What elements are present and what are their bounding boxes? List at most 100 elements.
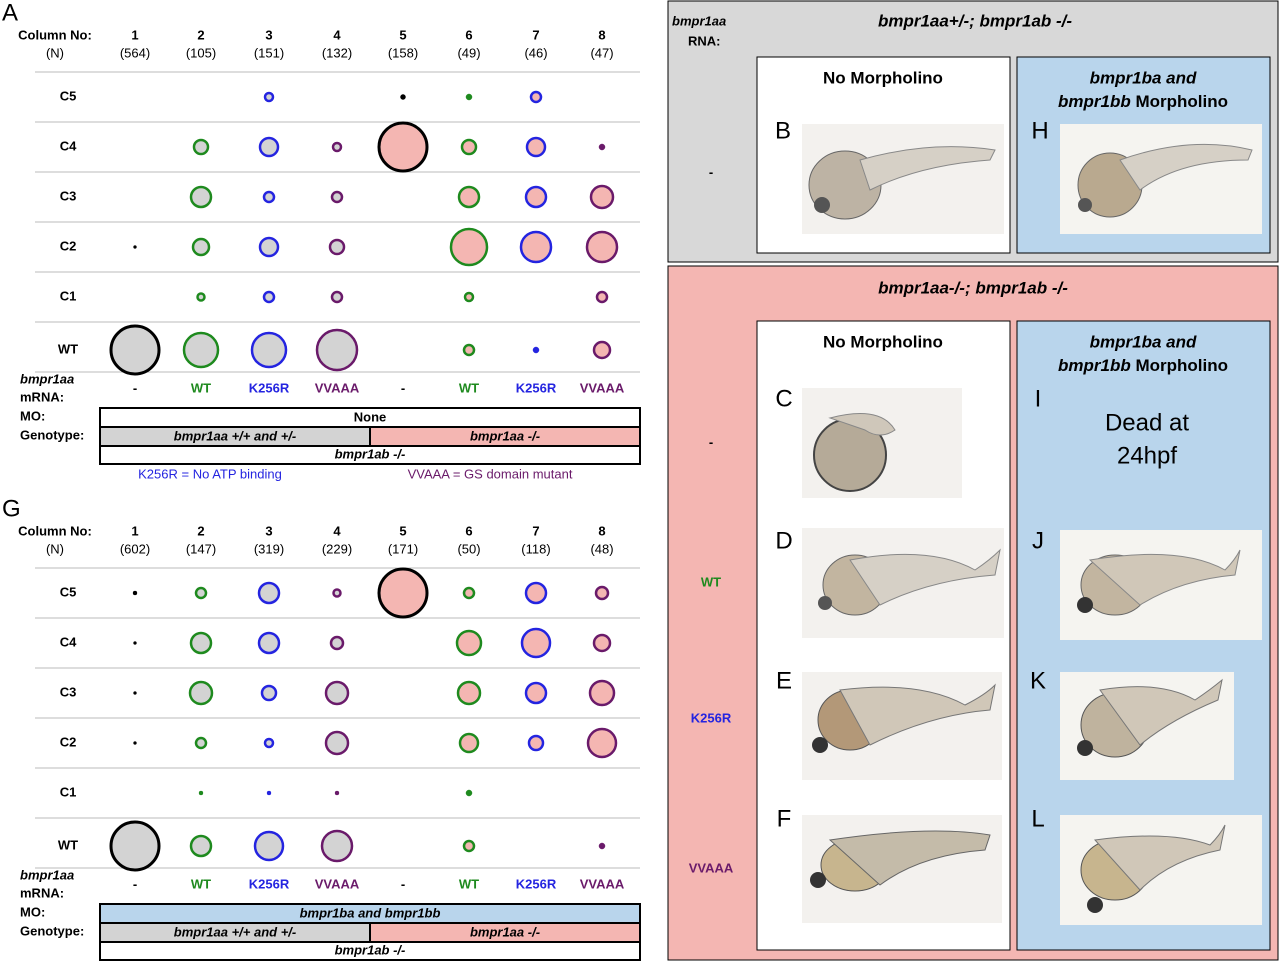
mrna-value: - — [401, 380, 405, 395]
bubble — [189, 185, 213, 209]
bubble — [524, 185, 548, 209]
mo-label: MO: — [20, 904, 45, 919]
embryo-image — [1060, 530, 1262, 640]
bubble — [191, 237, 211, 257]
no-mo-label: No Morpholino — [823, 332, 943, 351]
mo-value: None — [354, 409, 387, 424]
bubble — [324, 730, 350, 756]
column-n: (105) — [186, 45, 216, 60]
genotype-label: Genotype: — [20, 427, 84, 442]
bubble — [315, 328, 359, 372]
column-label: Column No: — [18, 27, 92, 42]
mrna-label: mRNA: — [20, 885, 64, 900]
bubble — [194, 736, 208, 750]
bubble — [109, 820, 161, 872]
bubble — [462, 586, 476, 600]
row-label: - — [709, 434, 713, 449]
bubble — [594, 585, 610, 601]
mrna-value: WT — [459, 876, 479, 891]
bubble — [109, 324, 161, 376]
column-n: (132) — [322, 45, 352, 60]
bubble — [465, 93, 473, 101]
background-box — [99, 941, 641, 961]
mrna-value: WT — [191, 380, 211, 395]
column-number: 3 — [265, 27, 272, 42]
mrna-value: K256R — [516, 876, 557, 891]
panel-letter: J — [1032, 527, 1044, 554]
mo-label: bmpr1bb Morpholino — [1058, 356, 1228, 375]
bubble — [585, 230, 619, 264]
bubble — [189, 631, 213, 655]
bubble — [250, 331, 288, 369]
column-number: 6 — [465, 523, 472, 538]
bubble — [196, 292, 206, 302]
bubble — [330, 190, 344, 204]
mrna-value: K256R — [249, 876, 290, 891]
n-label: (N) — [46, 541, 64, 556]
background-value: bmpr1ab -/- — [335, 942, 406, 957]
bubble — [332, 588, 342, 598]
mo-label: bmpr1bb Morpholino — [1058, 92, 1228, 111]
bubble — [598, 842, 606, 850]
bubble — [133, 641, 137, 645]
row-label: C2 — [60, 238, 77, 253]
bubble — [330, 290, 344, 304]
column-n: (50) — [457, 541, 480, 556]
embryo-image — [802, 124, 1004, 234]
bubble — [266, 790, 272, 796]
column-number: 5 — [399, 27, 406, 42]
bubble — [258, 236, 280, 258]
embryo-image — [1060, 815, 1262, 925]
bubble — [377, 567, 429, 619]
bubble — [328, 238, 346, 256]
background-box — [99, 445, 641, 465]
bubble — [262, 190, 276, 204]
bubble — [456, 680, 482, 706]
mo-word: Morpholino — [1135, 356, 1228, 375]
dead-label: 24hpf — [1117, 442, 1177, 469]
bubble — [588, 679, 616, 707]
embryo-image — [802, 815, 1002, 923]
panel-letter: F — [777, 805, 792, 832]
embryo-image — [802, 528, 1004, 638]
mrna-value: WT — [191, 876, 211, 891]
bubble — [194, 586, 208, 600]
column-n: (118) — [521, 541, 550, 556]
column-n: (47) — [590, 45, 613, 60]
panel-letter: D — [775, 527, 792, 554]
row-label: VVAAA — [689, 860, 734, 875]
bubble — [462, 839, 476, 853]
column-label: Column No: — [18, 523, 92, 538]
background-value: bmpr1ab -/- — [335, 446, 406, 461]
column-n: (48) — [590, 541, 613, 556]
bubble — [329, 635, 345, 651]
embryo-image — [802, 388, 962, 498]
column-number: 3 — [265, 523, 272, 538]
bubble — [262, 290, 276, 304]
bubble — [458, 732, 480, 754]
legend: K256R = No ATP binding — [138, 466, 282, 481]
bubble — [460, 138, 478, 156]
column-n: (171) — [388, 541, 418, 556]
mrna-value: WT — [459, 380, 479, 395]
bubble — [524, 681, 548, 705]
bubble — [400, 94, 406, 100]
bubble — [331, 141, 343, 153]
genotype-value: bmpr1aa -/- — [470, 924, 540, 939]
row-label: C4 — [60, 634, 77, 649]
genotype-value: bmpr1aa +/+ and +/- — [174, 428, 296, 443]
row-label: C5 — [60, 584, 77, 599]
bubble — [524, 581, 548, 605]
bubble — [133, 245, 137, 249]
bubble — [592, 633, 612, 653]
mrna-value: VVAAA — [315, 876, 360, 891]
column-number: 7 — [532, 27, 539, 42]
row-label: C3 — [60, 188, 77, 203]
mrna-value: K256R — [249, 380, 290, 395]
bubble — [257, 631, 281, 655]
mrna-value: VVAAA — [315, 380, 360, 395]
bubble — [527, 734, 545, 752]
embryo-image — [1060, 124, 1262, 234]
bubble — [520, 627, 552, 659]
panel-letter: K — [1030, 667, 1046, 694]
